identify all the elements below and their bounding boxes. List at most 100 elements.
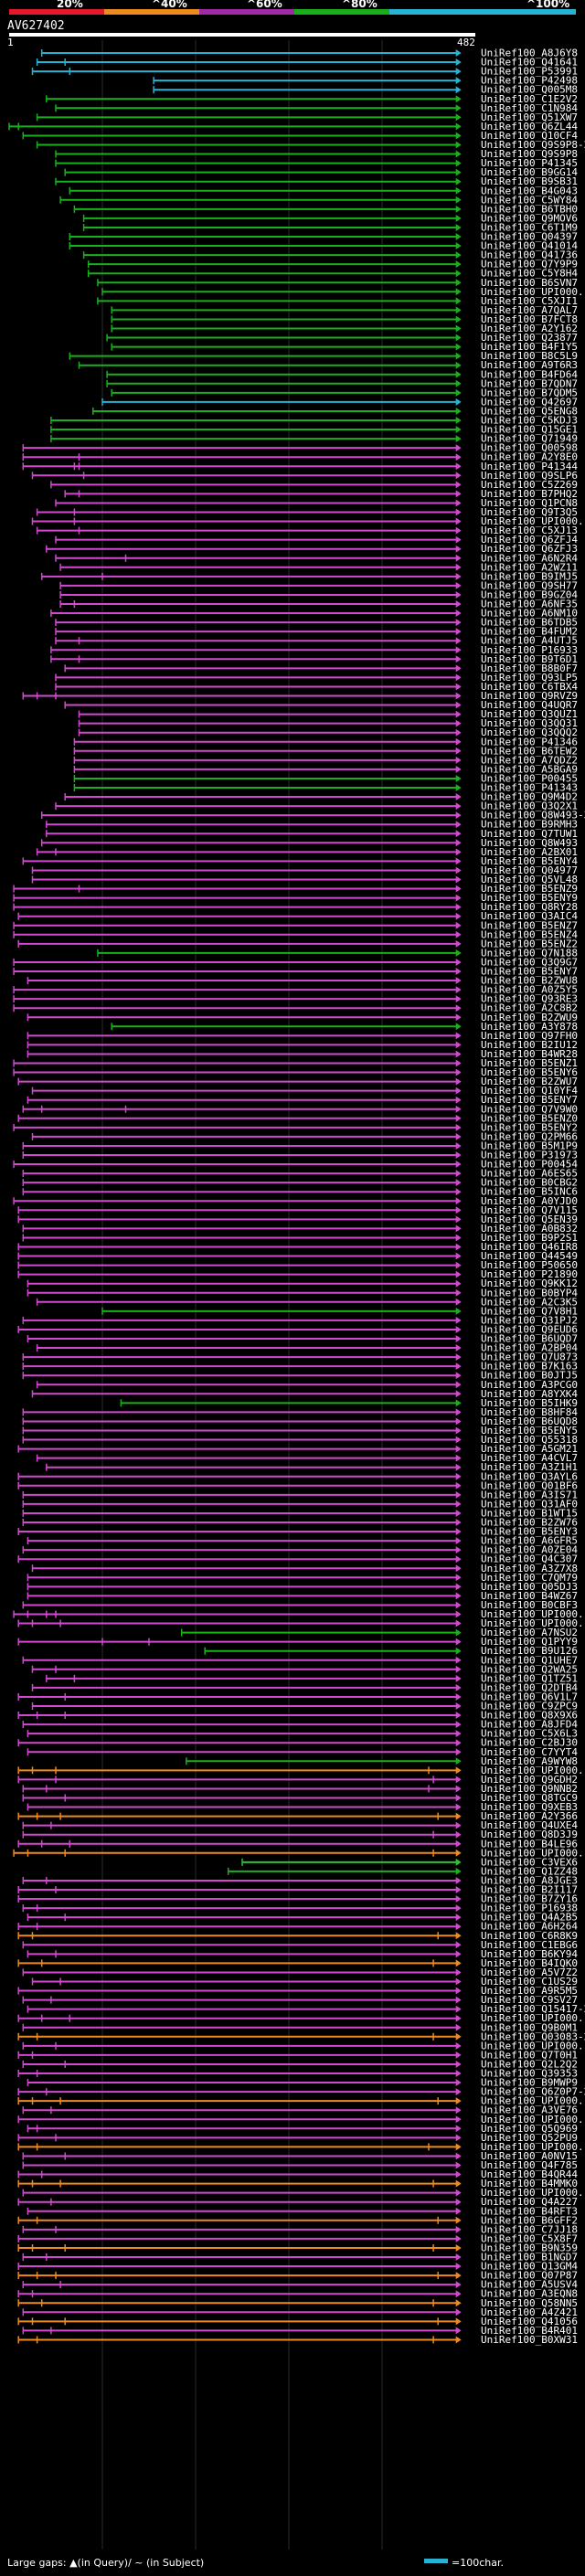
hit-accession-link[interactable]: UniRef100_B9SB31: [481, 175, 578, 187]
hit-accession-link[interactable]: UniRef100_Q9T3Q5: [481, 506, 578, 518]
hit-accession-link[interactable]: UniRef100_Q3QQQ2: [481, 726, 578, 738]
hit-accession-link[interactable]: UniRef100_A3Z7X8: [481, 1563, 578, 1574]
hit-row[interactable]: UniRef100_A5GM21: [17, 1443, 578, 1455]
hit-accession-link[interactable]: UniRef100_UPI000...: [481, 1765, 585, 1776]
hit-accession-link[interactable]: UniRef100_UPI000...: [481, 286, 585, 298]
hit-row[interactable]: UniRef100_Q9RVZ9: [22, 690, 578, 702]
hit-accession-link[interactable]: UniRef100_Q4UQR7: [481, 699, 578, 711]
hit-row[interactable]: UniRef100_Q3AIC4: [17, 910, 578, 922]
hit-row[interactable]: UniRef100_Q9T3Q5: [36, 506, 578, 518]
hit-accession-link[interactable]: UniRef100_UPI000...: [481, 1847, 585, 1859]
hit-row[interactable]: UniRef100_A4UTJ5: [55, 635, 578, 647]
hit-row[interactable]: UniRef100_Q52PU9: [17, 2132, 578, 2144]
hit-row[interactable]: UniRef100_B5ENY7: [13, 966, 578, 978]
hit-accession-link[interactable]: UniRef100_Q3Q2X1: [481, 800, 578, 812]
hit-accession-link[interactable]: UniRef100_UPI000...: [481, 515, 585, 527]
hit-accession-link[interactable]: UniRef100_Q6Z0P7-2: [481, 2086, 585, 2098]
hit-row[interactable]: UniRef100_B8C5L9: [69, 350, 578, 362]
hit-row[interactable]: UniRef100_UPI000...: [31, 515, 585, 527]
hit-row[interactable]: UniRef100_B7QDM5: [111, 387, 578, 398]
hit-row[interactable]: UniRef100_B2IU12: [27, 1039, 578, 1051]
hit-accession-link[interactable]: UniRef100_Q51XW7: [481, 111, 578, 123]
hit-row[interactable]: UniRef100_Q7T0H1: [17, 2049, 578, 2061]
hit-accession-link[interactable]: UniRef100_C5X6L3: [481, 1728, 578, 1740]
hit-accession-link[interactable]: UniRef100_B6KY94: [481, 1948, 578, 1960]
hit-accession-link[interactable]: UniRef100_Q9MOV6: [481, 212, 578, 224]
hit-row[interactable]: UniRef100_Q4UQR7: [64, 699, 578, 711]
hit-row[interactable]: UniRef100_C5WY84: [59, 194, 578, 206]
hit-accession-link[interactable]: UniRef100_A2BX01: [481, 846, 578, 858]
hit-row[interactable]: UniRef100_B6SVN7: [97, 277, 578, 289]
hit-accession-link[interactable]: UniRef100_P16938: [481, 1903, 578, 1914]
hit-accession-link[interactable]: UniRef100_B7QDN7: [481, 377, 578, 389]
hit-row[interactable]: UniRef100_A2Y162: [111, 323, 578, 334]
hit-row[interactable]: UniRef100_C9ZPC9: [31, 1701, 578, 1712]
hit-accession-link[interactable]: UniRef100_A3Y878: [481, 1021, 578, 1033]
hit-row[interactable]: UniRef100_Q8W493-3: [40, 810, 585, 822]
hit-accession-link[interactable]: UniRef100_Q2WA25: [481, 1663, 578, 1675]
hit-row[interactable]: UniRef100_Q8D3J9: [22, 1829, 578, 1840]
hit-row[interactable]: UniRef100_P00454: [13, 1159, 578, 1171]
hit-accession-link[interactable]: UniRef100_Q10CF4: [481, 130, 578, 142]
hit-accession-link[interactable]: UniRef100_Q7Y9P9: [481, 259, 578, 270]
hit-row[interactable]: UniRef100_Q2WA25: [31, 1663, 578, 1675]
hit-accession-link[interactable]: UniRef100_B9RMH3: [481, 819, 578, 831]
hit-row[interactable]: UniRef100_Q6ZFJ3: [46, 543, 578, 555]
hit-accession-link[interactable]: UniRef100_UPI000...: [481, 2187, 585, 2199]
hit-row[interactable]: UniRef100_A6ES65: [22, 1168, 578, 1180]
hit-row[interactable]: UniRef100_B2ZWU9: [27, 1012, 578, 1023]
hit-row[interactable]: UniRef100_B4WR28: [27, 1048, 578, 1060]
hit-accession-link[interactable]: UniRef100_Q41736: [481, 249, 578, 261]
hit-row[interactable]: UniRef100_A0Z5Y5: [13, 984, 578, 996]
hit-row[interactable]: UniRef100_P50650: [17, 1259, 578, 1271]
hit-accession-link[interactable]: UniRef100_Q5VL48: [481, 874, 578, 885]
hit-accession-link[interactable]: UniRef100_Q3QUZ1: [481, 708, 578, 720]
hit-accession-link[interactable]: UniRef100_B4QR44: [481, 2168, 578, 2180]
hit-row[interactable]: UniRef100_B4MMK0: [17, 2178, 578, 2189]
hit-row[interactable]: UniRef100_B5ENY4: [22, 855, 578, 867]
hit-accession-link[interactable]: UniRef100_B4WZ67: [481, 1590, 578, 1602]
hit-accession-link[interactable]: UniRef100_B6SVN7: [481, 277, 578, 289]
hit-accession-link[interactable]: UniRef100_B2ZWU7: [481, 1076, 578, 1087]
hit-row[interactable]: UniRef100_C6T1M9: [82, 221, 578, 233]
hit-row[interactable]: UniRef100_C9SV27: [22, 1994, 578, 2006]
hit-accession-link[interactable]: UniRef100_B6UQD7: [481, 1333, 578, 1345]
hit-accession-link[interactable]: UniRef100_C7QM79: [481, 1572, 578, 1584]
hit-accession-link[interactable]: UniRef100_B9MWP9: [481, 2077, 578, 2089]
hit-accession-link[interactable]: UniRef100_Q6ZL44: [481, 121, 578, 133]
hit-row[interactable]: UniRef100_A2Y366: [17, 1810, 578, 1822]
hit-row[interactable]: UniRef100_Q1UHE7: [22, 1654, 578, 1666]
hit-accession-link[interactable]: UniRef100_Q1PCN8: [481, 497, 578, 509]
hit-row[interactable]: UniRef100_B7QDN7: [106, 377, 578, 389]
hit-accession-link[interactable]: UniRef100_C3VEX6: [481, 1856, 578, 1868]
hit-accession-link[interactable]: UniRef100_P42498: [481, 75, 578, 87]
hit-row[interactable]: UniRef100_UPI000...: [17, 2095, 585, 2107]
hit-row[interactable]: UniRef100_B4FUM2: [55, 626, 578, 638]
hit-accession-link[interactable]: UniRef100_Q93RE3: [481, 993, 578, 1005]
hit-accession-link[interactable]: UniRef100_B0JTJ5: [481, 1370, 578, 1382]
hit-row[interactable]: UniRef100_Q93RE3: [13, 993, 578, 1005]
hit-row[interactable]: UniRef100_P41344: [22, 461, 578, 472]
hit-accession-link[interactable]: UniRef100_A3PCG0: [481, 1379, 578, 1391]
hit-row[interactable]: UniRef100_A0ZE04: [22, 1544, 578, 1556]
hit-accession-link[interactable]: UniRef100_A0YJD0: [481, 1195, 578, 1207]
hit-row[interactable]: UniRef100_Q10CF4: [22, 130, 578, 142]
hit-accession-link[interactable]: UniRef100_B7QDM5: [481, 387, 578, 398]
hit-accession-link[interactable]: UniRef100_B2ZW76: [481, 1517, 578, 1529]
hit-accession-link[interactable]: UniRef100_Q1PYY9: [481, 1636, 578, 1648]
hit-row[interactable]: UniRef100_B0JTJ5: [22, 1370, 578, 1382]
hit-row[interactable]: UniRef100_P41345: [55, 157, 578, 169]
hit-accession-link[interactable]: UniRef100_Q9M4D2: [481, 791, 578, 803]
hit-accession-link[interactable]: UniRef100_B0XW31: [481, 2334, 578, 2346]
hit-accession-link[interactable]: UniRef100_Q39353: [481, 2068, 578, 2080]
hit-accession-link[interactable]: UniRef100_C2BJ30: [481, 1737, 578, 1749]
hit-row[interactable]: UniRef100_B5ENZ4: [13, 928, 578, 940]
hit-row[interactable]: UniRef100_Q9NNB2: [22, 1783, 578, 1795]
hit-accession-link[interactable]: UniRef100_A0ZE04: [481, 1544, 578, 1556]
hit-accession-link[interactable]: UniRef100_Q1UHE7: [481, 1654, 578, 1666]
hit-row[interactable]: UniRef100_Q15GE1: [50, 424, 578, 436]
hit-accession-link[interactable]: UniRef100_B5ENY7: [481, 1094, 578, 1106]
hit-accession-link[interactable]: UniRef100_C5Y8H4: [481, 268, 578, 280]
hit-accession-link[interactable]: UniRef100_Q9RVZ9: [481, 690, 578, 702]
hit-accession-link[interactable]: UniRef100_P41345: [481, 157, 578, 169]
